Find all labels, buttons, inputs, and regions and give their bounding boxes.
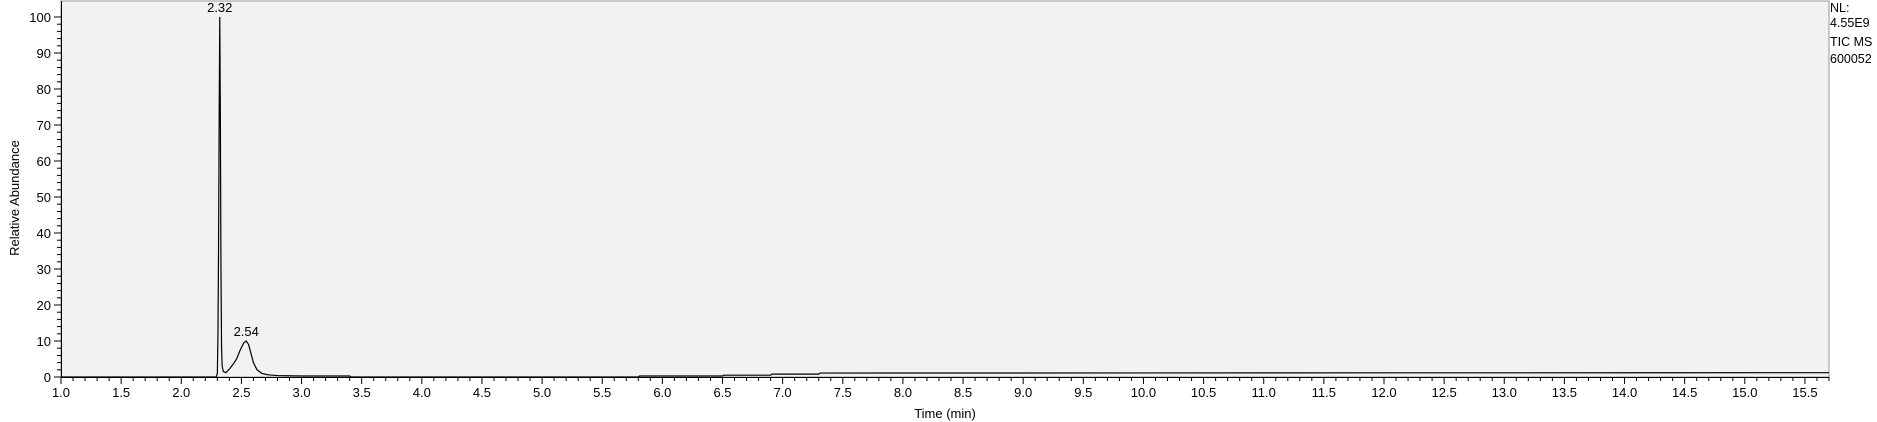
x-tick-label: 2.5 <box>232 385 250 400</box>
x-axis-title: Time (min) <box>914 406 976 421</box>
x-tick-label: 9.0 <box>1014 385 1032 400</box>
y-tick-label: 50 <box>37 190 51 205</box>
y-axis: 0 10 20 30 40 50 60 70 80 90 100 <box>29 10 61 385</box>
tic-trace <box>61 16 1830 378</box>
y-tick-label: 80 <box>37 82 51 97</box>
x-tick-label: 8.5 <box>954 385 972 400</box>
x-tick-label: 3.0 <box>293 385 311 400</box>
x-tick-label: 13.0 <box>1492 385 1517 400</box>
x-tick-label: 1.0 <box>52 385 70 400</box>
info-sample-id: 600052 <box>1830 52 1872 66</box>
x-tick-label: 3.5 <box>353 385 371 400</box>
x-axis: 1.0 1.5 2.0 2.5 3.0 3.5 4.0 4.5 5.0 5.5 6.0 6.5 7.0 7… <box>52 377 1830 400</box>
peak-label: 2.54 <box>234 324 259 339</box>
x-tick-label: 2.0 <box>172 385 190 400</box>
y-axis-title: Relative Abundance <box>7 140 22 256</box>
x-tick-label: 4.5 <box>473 385 491 400</box>
x-tick-label: 14.0 <box>1612 385 1637 400</box>
info-nl-value: 4.55E9 <box>1830 16 1870 30</box>
y-tick-label: 10 <box>37 334 51 349</box>
x-tick-label: 14.5 <box>1672 385 1697 400</box>
peak-labels: 2.32 2.54 <box>207 0 259 339</box>
y-tick-label: 100 <box>29 10 51 25</box>
y-tick-label: 60 <box>37 154 51 169</box>
x-tick-label: 7.0 <box>774 385 792 400</box>
x-tick-label: 11.5 <box>1312 385 1336 400</box>
x-tick-label: 5.0 <box>533 385 551 400</box>
x-tick-label: 15.5 <box>1792 385 1817 400</box>
x-tick-label: 8.0 <box>894 385 912 400</box>
info-scan-type: TIC MS <box>1830 35 1872 49</box>
y-tick-label: 30 <box>37 262 51 277</box>
y-tick-label: 90 <box>37 46 51 61</box>
y-tick-label: 40 <box>37 226 51 241</box>
y-tick-label: 70 <box>37 118 51 133</box>
info-nl-label: NL: <box>1830 1 1849 15</box>
x-tick-label: 15.0 <box>1732 385 1757 400</box>
x-tick-label: 7.5 <box>834 385 852 400</box>
plot-area <box>60 0 1830 378</box>
x-tick-label: 4.0 <box>413 385 431 400</box>
peak-label: 2.32 <box>207 0 232 15</box>
x-tick-label: 13.5 <box>1552 385 1577 400</box>
x-tick-label: 5.5 <box>593 385 611 400</box>
x-tick-label: 10.0 <box>1131 385 1156 400</box>
x-tick-label: 9.5 <box>1074 385 1092 400</box>
x-tick-label: 12.5 <box>1431 385 1456 400</box>
y-tick-label: 0 <box>44 370 51 385</box>
x-tick-label: 1.5 <box>112 385 130 400</box>
x-tick-label: 12.0 <box>1371 385 1396 400</box>
x-tick-label: 10.5 <box>1191 385 1216 400</box>
x-tick-label: 6.5 <box>713 385 731 400</box>
y-tick-label: 20 <box>37 298 51 313</box>
x-tick-label: 6.0 <box>653 385 671 400</box>
x-tick-label: 11.0 <box>1252 385 1276 400</box>
